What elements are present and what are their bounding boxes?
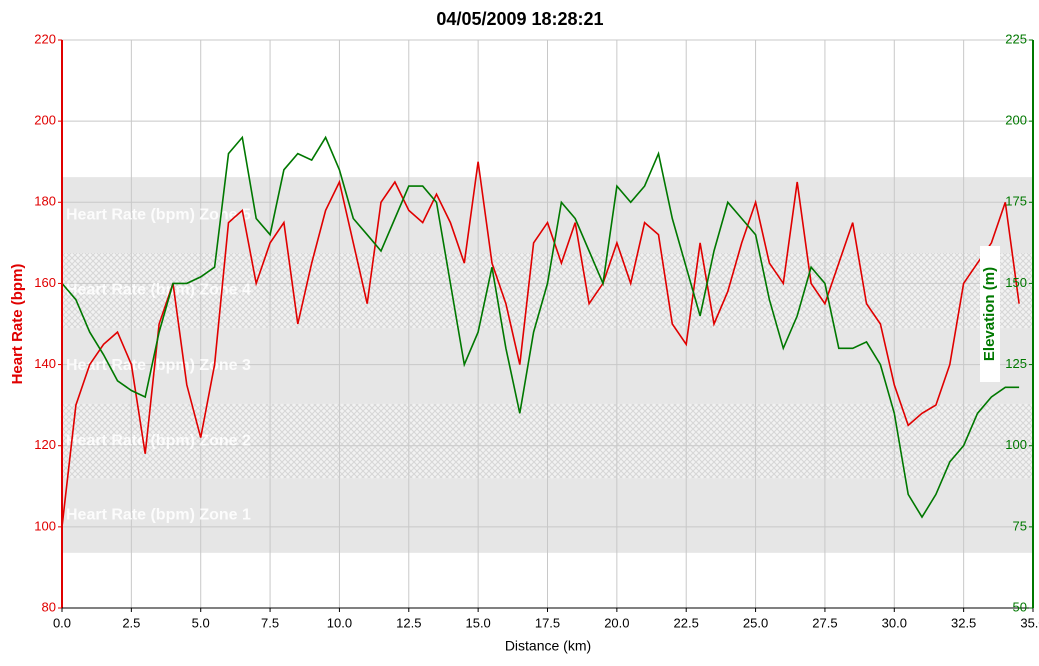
y2-tick-label: 75	[1013, 518, 1027, 533]
x-tick-label: 22.5	[674, 615, 699, 630]
x-tick-label: 17.5	[535, 615, 560, 630]
x-tick-label: 27.5	[812, 615, 837, 630]
y2-tick-label: 175	[1005, 194, 1027, 209]
y2-label-bg	[980, 246, 1000, 382]
series-line	[61, 135, 1020, 519]
y-tick-label: 180	[34, 194, 56, 209]
zone-label: Heart Rate (bpm) Zone 5	[66, 206, 251, 223]
y2-tick-label: 125	[1005, 356, 1027, 371]
zone-label: Heart Rate (bpm) Zone 4	[66, 282, 251, 299]
x-tick-label: 7.5	[261, 615, 279, 630]
x-tick-label: 32.5	[951, 615, 976, 630]
y2-tick-label: 150	[1005, 275, 1027, 290]
y-tick-label: 140	[34, 356, 56, 371]
x-tick-label: 30.0	[882, 615, 907, 630]
y-tick-label: 120	[34, 437, 56, 452]
chart-title: 04/05/2009 18:28:21	[436, 9, 603, 29]
y-axis-label: Heart Rate (bpm)	[9, 264, 26, 385]
x-tick-label: 12.5	[396, 615, 421, 630]
y2-tick-label: 200	[1005, 113, 1027, 128]
x-tick-label: 2.5	[122, 615, 140, 630]
y2-axis-label: Elevation (m)	[981, 267, 998, 361]
y2-tick-label: 100	[1005, 437, 1027, 452]
x-tick-label: 10.0	[327, 615, 352, 630]
y-tick-label: 100	[34, 518, 56, 533]
x-tick-label: 0.0	[53, 615, 71, 630]
y2-tick-label: 225	[1005, 31, 1027, 46]
x-tick-label: 20.0	[604, 615, 629, 630]
x-tick-label: 35.0	[1020, 615, 1039, 630]
x-tick-label: 25.0	[743, 615, 768, 630]
series-line	[61, 161, 1020, 527]
zone-label: Heart Rate (bpm) Zone 2	[66, 432, 251, 449]
x-tick-label: 15.0	[465, 615, 490, 630]
x-tick-label: 5.0	[192, 615, 210, 630]
y-tick-label: 80	[42, 599, 56, 614]
x-axis-label: Distance (km)	[505, 638, 591, 654]
y-tick-label: 160	[34, 275, 56, 290]
y2-tick-label: 50	[1013, 599, 1027, 614]
zone-label: Heart Rate (bpm) Zone 1	[66, 507, 251, 524]
y-tick-label: 220	[34, 31, 56, 46]
y-tick-label: 200	[34, 113, 56, 128]
